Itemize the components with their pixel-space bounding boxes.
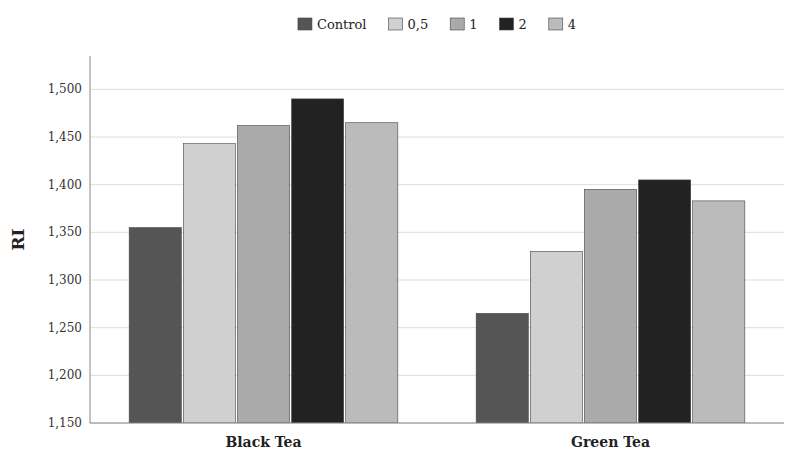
chart-container: 1,150 1,200 1,250 1,300 1,350 1,400 1,450 1,500… bbox=[0, 0, 808, 471]
bar bbox=[476, 313, 528, 423]
y-tick-label: 1,300 bbox=[48, 273, 82, 287]
bar bbox=[183, 144, 235, 423]
grid-line bbox=[90, 423, 784, 424]
bar bbox=[530, 251, 582, 423]
bar bbox=[292, 99, 344, 423]
chart-svg: 1,150 1,200 1,250 1,300 1,350 1,400 1,450 1,500… bbox=[0, 0, 808, 471]
y-ticks: 1,150 1,200 1,250 1,300 1,350 1,400 1,450 1,500 bbox=[48, 82, 82, 430]
legend-item: Control bbox=[298, 17, 367, 32]
legend-label: 1 bbox=[469, 17, 477, 32]
y-tick-label: 1,350 bbox=[48, 225, 82, 239]
legend-label: 2 bbox=[518, 17, 526, 32]
bars bbox=[129, 99, 745, 423]
legend-swatch bbox=[450, 18, 464, 30]
y-axis-label: RI bbox=[8, 228, 28, 250]
grid-line bbox=[90, 89, 784, 90]
bar bbox=[639, 180, 691, 423]
bar bbox=[346, 123, 398, 423]
legend-item: 2 bbox=[499, 17, 526, 32]
bar bbox=[237, 126, 289, 423]
legend: Control 0,5 1 2 4 bbox=[298, 17, 576, 32]
bar bbox=[584, 189, 636, 423]
legend-swatch bbox=[499, 18, 513, 30]
y-tick-label: 1,200 bbox=[48, 368, 82, 382]
x-tick-label: Black Tea bbox=[225, 434, 301, 450]
y-tick-label: 1,150 bbox=[48, 416, 82, 430]
y-tick-label: 1,500 bbox=[48, 82, 82, 96]
legend-swatch bbox=[298, 18, 312, 30]
x-axis-line bbox=[90, 423, 784, 424]
y-axis-line bbox=[90, 56, 91, 423]
y-tick-label: 1,400 bbox=[48, 178, 82, 192]
legend-swatch bbox=[389, 18, 403, 30]
y-tick-label: 1,450 bbox=[48, 130, 82, 144]
legend-label: 4 bbox=[568, 17, 576, 32]
y-tick-label: 1,250 bbox=[48, 321, 82, 335]
bar bbox=[129, 228, 181, 423]
legend-item: 4 bbox=[549, 17, 576, 32]
legend-item: 0,5 bbox=[389, 17, 429, 32]
legend-swatch bbox=[549, 18, 563, 30]
legend-item: 1 bbox=[450, 17, 477, 32]
legend-label: 0,5 bbox=[408, 17, 429, 32]
grid bbox=[90, 89, 784, 423]
x-ticks: Black Tea Green Tea bbox=[225, 434, 650, 450]
legend-label: Control bbox=[317, 17, 367, 32]
grid-line bbox=[90, 137, 784, 138]
x-tick-label: Green Tea bbox=[571, 434, 650, 450]
bar bbox=[693, 201, 745, 423]
